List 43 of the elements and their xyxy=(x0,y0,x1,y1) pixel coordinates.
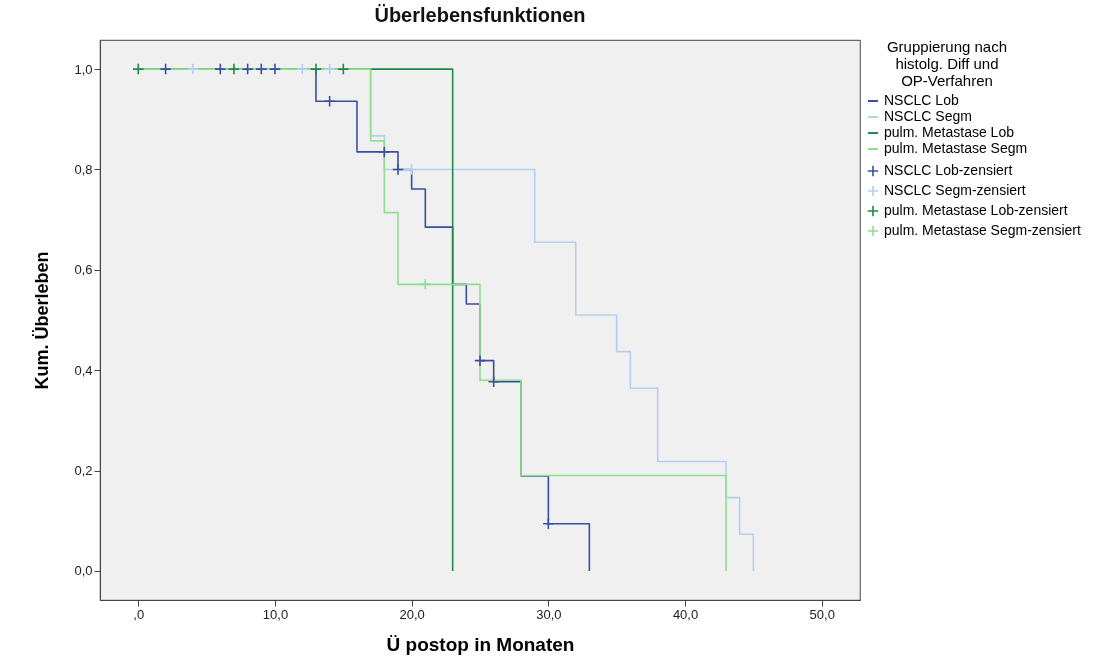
legend-title: Gruppierung nach histolg. Diff und OP-Verfahren xyxy=(886,38,1008,89)
point xyxy=(378,145,391,158)
x-axis-title: Ü postop in Monaten xyxy=(386,633,575,655)
point xyxy=(241,63,254,76)
point xyxy=(473,354,487,367)
y-axis-title: Kum. Überleben xyxy=(32,251,53,390)
point xyxy=(419,278,432,291)
x-tick-label: 20,0 xyxy=(399,606,425,622)
point xyxy=(323,95,336,108)
legend-label: pulm. Metastase Lob xyxy=(884,124,1015,140)
x-tick-label: ,0 xyxy=(133,606,145,622)
point xyxy=(159,63,172,76)
point xyxy=(337,63,350,76)
legend-label: NSCLC Lob xyxy=(884,92,959,108)
point xyxy=(323,63,336,76)
point xyxy=(268,63,282,76)
point xyxy=(296,63,309,76)
legend-label: pulm. Metastase Segm-zensiert xyxy=(884,222,1081,238)
y-tick-label: 0,6 xyxy=(74,262,93,278)
legend-label: pulm. Metastase Segm xyxy=(884,140,1028,156)
x-tick-label: 40,0 xyxy=(672,606,699,622)
point xyxy=(214,63,227,76)
point xyxy=(487,375,500,388)
y-tick-label: 0,0 xyxy=(74,563,93,579)
chart-title: Überlebensfunktionen xyxy=(374,4,586,26)
point xyxy=(186,63,199,76)
x-tick-label: 30,0 xyxy=(536,606,562,622)
x-tick-label: 50,0 xyxy=(809,606,835,622)
point xyxy=(542,517,555,530)
y-tick-label: 0,2 xyxy=(74,463,93,479)
legend-label: NSCLC Segm xyxy=(884,108,972,124)
point xyxy=(391,163,405,176)
x-tick-label: 10,0 xyxy=(262,606,289,622)
y-tick-label: 0,8 xyxy=(74,161,93,177)
point xyxy=(309,63,323,76)
point xyxy=(255,63,268,76)
point xyxy=(132,63,145,76)
legend-label: NSCLC Segm-zensiert xyxy=(884,182,1026,198)
legend-label: NSCLC Lob-zensiert xyxy=(884,162,1013,178)
legend-label: pulm. Metastase Lob-zensiert xyxy=(884,202,1068,218)
y-tick-label: 1,0 xyxy=(74,61,93,77)
y-tick-label: 0,4 xyxy=(74,362,93,378)
point xyxy=(227,63,240,76)
